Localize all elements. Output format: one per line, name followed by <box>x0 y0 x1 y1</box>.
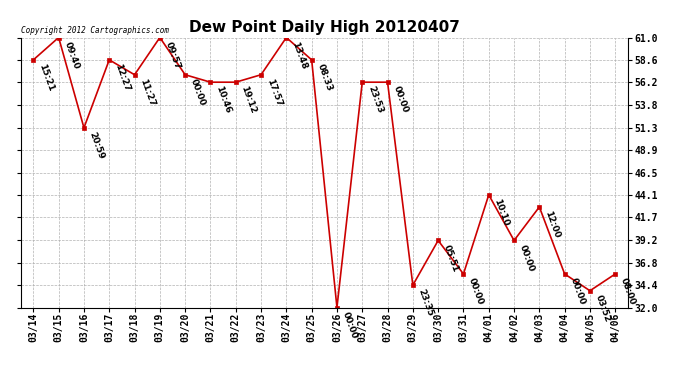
Text: 08:33: 08:33 <box>315 63 334 93</box>
Text: 00:00: 00:00 <box>189 78 207 107</box>
Text: 03:52: 03:52 <box>593 294 612 323</box>
Text: 10:10: 10:10 <box>493 198 511 227</box>
Text: 08:00: 08:00 <box>619 277 637 306</box>
Text: 00:00: 00:00 <box>341 310 359 340</box>
Text: 13:48: 13:48 <box>290 40 308 70</box>
Text: 12:00: 12:00 <box>543 210 561 240</box>
Text: 00:00: 00:00 <box>467 277 485 306</box>
Text: 17:57: 17:57 <box>265 78 283 108</box>
Text: 00:00: 00:00 <box>518 243 536 273</box>
Text: 00:00: 00:00 <box>569 277 586 306</box>
Text: 19:12: 19:12 <box>239 85 258 115</box>
Text: 09:40: 09:40 <box>62 40 81 70</box>
Text: 12:27: 12:27 <box>113 63 131 93</box>
Text: 10:46: 10:46 <box>214 85 233 115</box>
Text: 05:51: 05:51 <box>442 243 460 273</box>
Text: Copyright 2012 Cartographics.com: Copyright 2012 Cartographics.com <box>21 26 168 35</box>
Text: 15:21: 15:21 <box>37 63 55 93</box>
Title: Dew Point Daily High 20120407: Dew Point Daily High 20120407 <box>189 20 460 35</box>
Text: 11:27: 11:27 <box>138 78 157 108</box>
Text: 00:00: 00:00 <box>391 85 409 114</box>
Text: 09:57: 09:57 <box>164 40 182 70</box>
Text: 23:53: 23:53 <box>366 85 384 115</box>
Text: 20:59: 20:59 <box>88 130 106 160</box>
Text: 23:35: 23:35 <box>417 288 435 318</box>
